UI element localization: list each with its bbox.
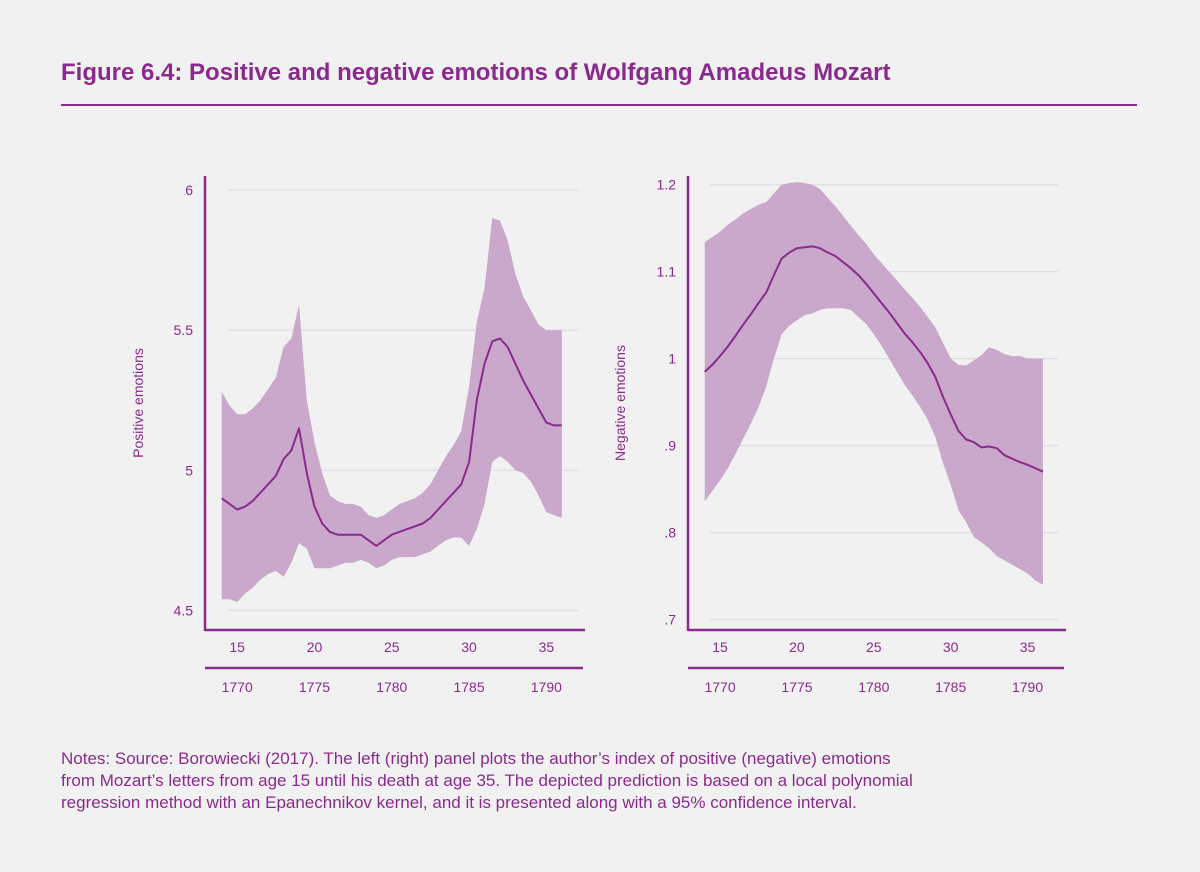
x-tick-label: 15 [229, 639, 245, 655]
figure-notes: Notes: Source: Borowiecki (2017). The le… [61, 748, 1141, 814]
year-tick-label: 1790 [1012, 679, 1043, 695]
panel-negative-emotions: .7 .8 .9 1 1.1 1.2 15 20 25 30 35 1770 1775 1780 1785 1… [612, 176, 1066, 695]
y-tick-label: 6 [185, 182, 193, 198]
x-tick-label: 15 [712, 639, 728, 655]
year-tick-label: 1770 [704, 679, 735, 695]
year-tick-label: 1775 [299, 679, 330, 695]
year-tick-label: 1770 [222, 679, 253, 695]
confidence-band [704, 182, 1043, 585]
charts-canvas: 4.5 5 5.5 6 15 20 25 30 35 1770 1775 1780 1785 1790 Po… [130, 176, 1066, 695]
y-tick-label: .7 [664, 612, 676, 628]
x-tick-label: 30 [943, 639, 959, 655]
y-tick-label: 1 [668, 351, 676, 367]
y-tick-label: 5 [185, 462, 193, 478]
y-tick-label: 1.2 [657, 177, 677, 193]
year-tick-label: 1775 [781, 679, 812, 695]
x-tick-label: 20 [307, 639, 323, 655]
y-tick-label: .9 [664, 438, 676, 454]
title-divider [61, 104, 1137, 106]
prediction-line [704, 245, 1044, 473]
y-tick-label: 5.5 [174, 322, 194, 338]
notes-line-1: Notes: Source: Borowiecki (2017). The le… [61, 749, 891, 768]
confidence-band [221, 218, 562, 602]
x-tick-label: 20 [789, 639, 805, 655]
year-tick-label: 1785 [453, 679, 484, 695]
notes-line-2: from Mozart’s letters from age 15 until … [61, 771, 913, 790]
x-tick-label: 35 [1020, 639, 1036, 655]
x-tick-label: 25 [384, 639, 400, 655]
x-tick-label: 30 [461, 639, 477, 655]
x-tick-label: 35 [539, 639, 555, 655]
year-tick-label: 1790 [531, 679, 562, 695]
year-tick-label: 1780 [858, 679, 889, 695]
year-tick-label: 1785 [935, 679, 966, 695]
y-tick-label: 4.5 [174, 602, 194, 618]
notes-line-3: regression method with an Epanechnikov k… [61, 793, 857, 812]
y-tick-label: .8 [664, 525, 676, 541]
x-tick-label: 25 [866, 639, 882, 655]
y-axis-label: Positive emotions [130, 348, 146, 458]
figure-title: Figure 6.4: Positive and negative emotio… [61, 59, 891, 86]
y-axis-label: Negative emotions [612, 345, 628, 461]
year-tick-label: 1780 [376, 679, 407, 695]
y-tick-label: 1.1 [657, 264, 677, 280]
panel-positive-emotions: 4.5 5 5.5 6 15 20 25 30 35 1770 1775 1780 1785 1790 Po… [130, 176, 585, 695]
prediction-line [221, 337, 562, 547]
